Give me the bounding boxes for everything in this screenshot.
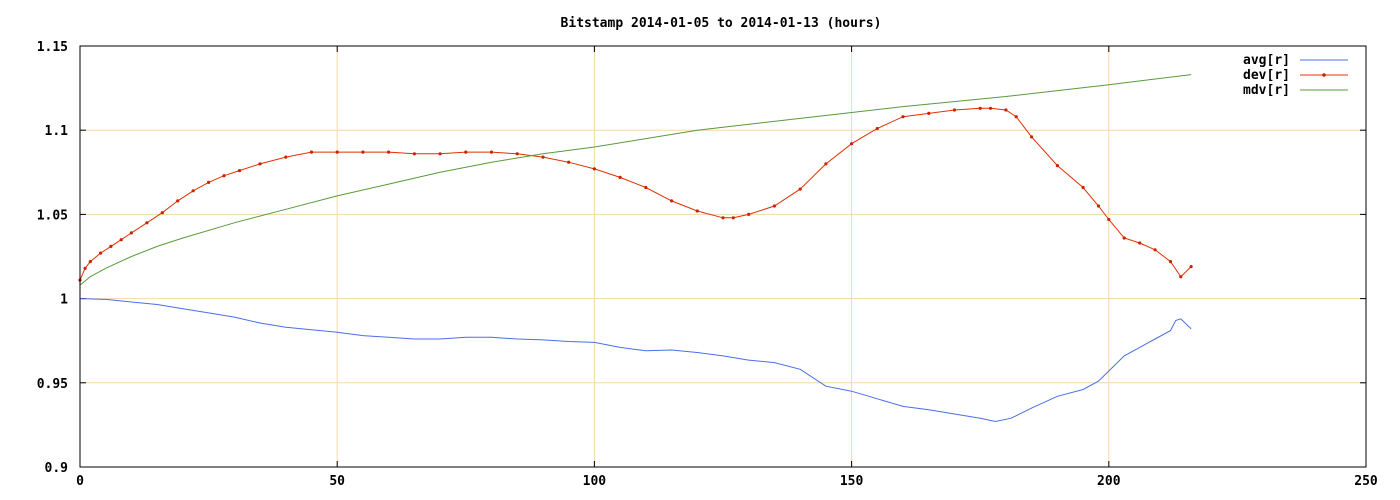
series-devr-point — [1014, 115, 1018, 119]
series-devr-point — [207, 180, 211, 184]
series-devr-point — [412, 152, 416, 156]
series-devr-point — [541, 155, 545, 159]
series-devr-line — [79, 107, 1192, 281]
series-devr-point — [592, 167, 597, 171]
y-tick-label: 1 — [60, 293, 68, 308]
y-tick-label: 1.05 — [37, 208, 68, 223]
series-devr-point — [721, 216, 725, 220]
series-devr-point — [1107, 217, 1111, 222]
series-devr-point — [978, 106, 982, 110]
x-tick-label: 50 — [329, 474, 345, 489]
series-devr-point — [176, 199, 180, 203]
series-devr-point — [952, 108, 957, 112]
grid-lines — [80, 46, 1366, 467]
series-devr-point — [88, 260, 92, 264]
series-mdvr-line — [79, 74, 1192, 286]
series-devr-point — [464, 150, 468, 154]
x-tick-label: 0 — [76, 474, 84, 489]
series-devr-point — [160, 211, 164, 215]
series-devr-point — [284, 155, 288, 159]
y-tick-label: 0.9 — [45, 461, 68, 476]
y-tick-label: 1.1 — [45, 124, 69, 139]
legend-marker-devr — [1322, 73, 1326, 77]
series-devr-point — [670, 199, 674, 203]
series-devr-point — [258, 162, 262, 166]
plot-frame — [79, 45, 1367, 468]
x-tick-label: 100 — [583, 474, 607, 489]
series-devr-point — [1081, 185, 1085, 190]
series-devr-point — [119, 238, 123, 242]
series-devr-point — [99, 251, 103, 255]
series-devr-point — [83, 266, 87, 270]
series-lines — [78, 74, 1193, 423]
series-devr-point — [361, 150, 365, 154]
legend-label-avgr: avg[r] — [1243, 53, 1290, 68]
series-devr-point — [515, 152, 519, 156]
series-devr-point — [875, 126, 879, 131]
axis-ticks: 0 50 100 150 200 250 0.9 0.95 1 1.05 1.1 1.15 — [37, 40, 1378, 489]
series-devr-point — [747, 212, 751, 216]
series-devr-point — [850, 142, 854, 146]
series-devr-point — [772, 204, 777, 208]
series-devr-point — [1055, 164, 1059, 168]
series-devr-point — [695, 209, 699, 213]
series-devr-point — [237, 169, 242, 173]
series-devr-point — [191, 189, 195, 193]
y-tick-label: 0.95 — [37, 377, 68, 392]
series-devr-point — [489, 150, 494, 154]
series-devr-point — [1004, 108, 1008, 112]
chart-title: Bitstamp 2014-01-05 to 2014-01-13 (hours… — [561, 16, 882, 31]
series-devr-point — [824, 162, 828, 166]
series-devr-point — [988, 106, 993, 110]
series-devr-point — [129, 231, 133, 235]
series-devr-point — [1153, 248, 1157, 252]
series-devr-point — [567, 160, 571, 164]
x-tick-label: 250 — [1354, 474, 1378, 489]
x-tick-label: 200 — [1097, 474, 1121, 489]
series-devr-point — [927, 111, 931, 115]
series-devr-point — [309, 150, 314, 154]
series-devr-point — [222, 174, 226, 178]
series-devr-point — [731, 216, 735, 220]
series-devr-point — [145, 221, 149, 225]
y-tick-label: 1.15 — [37, 40, 68, 55]
series-devr-point — [109, 244, 113, 248]
series-devr-point — [798, 187, 802, 191]
legend-label-devr: dev[r] — [1243, 68, 1290, 83]
series-devr-point — [1096, 204, 1101, 208]
series-devr-point — [1179, 275, 1183, 279]
series-devr-point — [1122, 236, 1126, 240]
series-devr-point — [1168, 260, 1173, 264]
series-devr-point — [1189, 265, 1193, 269]
x-tick-label: 150 — [840, 474, 864, 489]
series-devr-point — [618, 175, 622, 179]
series-devr-point — [387, 150, 391, 154]
series-devr-point — [1138, 241, 1142, 245]
legend-label-mdvr: mdv[r] — [1243, 83, 1290, 98]
series-devr-point — [644, 185, 648, 190]
series-devr-point — [1030, 135, 1034, 139]
legend: avg[r]dev[r]mdv[r] — [1243, 53, 1348, 98]
series-avgr-line — [79, 298, 1192, 423]
series-devr-point — [438, 152, 442, 156]
series-devr-point — [901, 115, 905, 119]
series-devr-point — [335, 150, 339, 154]
